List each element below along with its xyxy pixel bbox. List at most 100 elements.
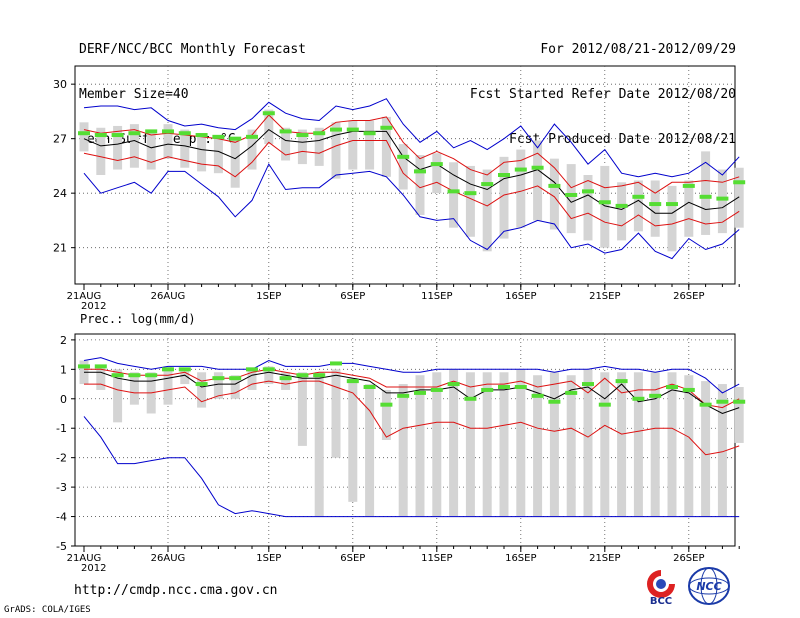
temp-ensemble-marker [246,134,258,139]
temp-y-tick-label: 30 [53,78,67,91]
prec-ensemble-marker [212,376,225,381]
prec-ensemble-box [314,372,324,517]
temp-ensemble-marker [598,200,611,205]
temp-ensemble-box [314,127,324,166]
temp-y-tick-label: 24 [53,187,67,200]
temp-ensemble-marker [380,125,393,130]
temp-ensemble-marker [414,169,426,174]
prec-max-envelope-line [83,357,740,394]
prec-ensemble-mean-line [84,371,740,415]
prec-ensemble-marker [548,399,561,404]
temp-ensemble-marker [615,203,628,208]
temp-ensemble-box [465,165,475,237]
prec-ensemble-box [633,372,643,517]
prec-ensemble-box [717,384,727,517]
prec-ensemble-box [96,366,106,390]
prec-y-tick-label: 2 [60,334,67,347]
prec-x-tick-label: 11SEP [421,553,452,564]
prec-ensemble-box [533,375,543,517]
prec-ensemble-box [398,384,408,517]
prec-ensemble-marker [128,373,141,378]
temp-ensemble-box [381,116,391,177]
prec-ensemble-marker [414,390,426,395]
temp-ensemble-box [348,120,358,170]
temp-ensemble-box [533,140,543,221]
temp-x-tick-label: 26AUG [151,291,186,302]
temp-ensemble-marker [94,133,107,138]
temp-x-tick-label: 16SEP [505,291,536,302]
prec-ensemble-marker [699,402,712,407]
prec-ensemble-box [465,372,475,517]
temp-ensemble-box [197,133,207,172]
temp-ensemble-marker [649,202,662,207]
header-title: DERF/NCC/BCC Monthly Forecast [79,42,306,57]
prec-ensemble-box [566,375,576,517]
prec-ensemble-box [213,372,223,399]
temp-ensemble-marker [582,189,594,194]
temp-ensemble-marker [682,183,695,188]
temp-ensemble-marker [313,131,326,136]
temp-ensemble-box [734,167,744,228]
prec-ensemble-marker [615,379,628,384]
temp-ensemble-box [633,180,643,232]
prec-ensemble-marker [229,376,242,381]
temp-ensemble-box [297,129,307,165]
ncc-logo: NCC [686,566,732,606]
prec-ensemble-marker [330,361,342,366]
prec-ensemble-marker [111,373,124,378]
prec-ensemble-box [247,369,257,390]
temp-ensemble-box [516,149,526,228]
temp-ensemble-box [717,169,727,234]
temp-ensemble-marker [195,133,208,138]
prec-ensemble-marker [716,399,729,404]
temp-ensemble-box [113,125,123,170]
temp-ensemble-marker [145,129,158,134]
prec-ensemble-marker [430,387,443,392]
temp-ensemble-marker [733,180,746,185]
temp-y-tick-label: 21 [53,242,67,255]
temp-y-tick-label: 27 [53,133,67,146]
temp-ensemble-marker [363,131,376,136]
prec-x-tick-label: 1SEP [256,553,281,564]
temp-ensemble-marker [296,133,309,138]
prec-ensemble-box [549,372,559,517]
temp-ensemble-marker [128,131,141,136]
temp-ensemble-box [247,129,257,170]
temp-ensemble-marker [666,202,678,207]
prec-ensemble-marker [195,382,208,387]
prec-lower-spread-line [84,380,740,456]
start-date: Fcst Started Refer Date 2012/08/20 [469,87,736,102]
prec-ensemble-marker [582,382,594,387]
temp-ensemble-marker [330,127,342,132]
prec-min-envelope-line [83,416,740,518]
prec-ensemble-marker [666,385,678,389]
temp-ensemble-box [129,124,139,168]
temp-ensemble-marker [212,134,225,139]
temp-ensemble-box [230,140,240,188]
prec-y-tick-label: 1 [60,363,67,376]
prec-ensemble-marker [94,364,107,369]
prec-ensemble-marker [178,367,191,372]
temp-ensemble-box [701,151,711,235]
svg-text:BCC: BCC [650,596,672,606]
temp-ensemble-box [331,122,341,179]
prec-ensemble-marker [649,393,662,398]
prec-ensemble-marker [262,367,275,372]
prec-y-tick-label: 0 [60,393,67,406]
prec-ensemble-marker [682,387,695,392]
prec-ensemble-marker [346,379,359,384]
temp-x-tick-label: 2012 [81,301,106,312]
prec-ensemble-box [297,372,307,446]
temp-ensemble-box [667,185,677,252]
temp-x-tick-label: 1SEP [256,291,281,302]
prec-y-tick-label: -1 [56,422,67,435]
temp-ensemble-box [583,175,593,241]
prec-ensemble-box [163,366,173,405]
temp-ensemble-marker [178,131,191,136]
prec-ensemble-box [482,372,492,517]
temp-ensemble-marker [279,129,292,134]
prec-ensemble-box [415,375,425,517]
prec-x-tick-label: 21AUG [67,553,102,564]
prec-ensemble-box [734,387,744,443]
